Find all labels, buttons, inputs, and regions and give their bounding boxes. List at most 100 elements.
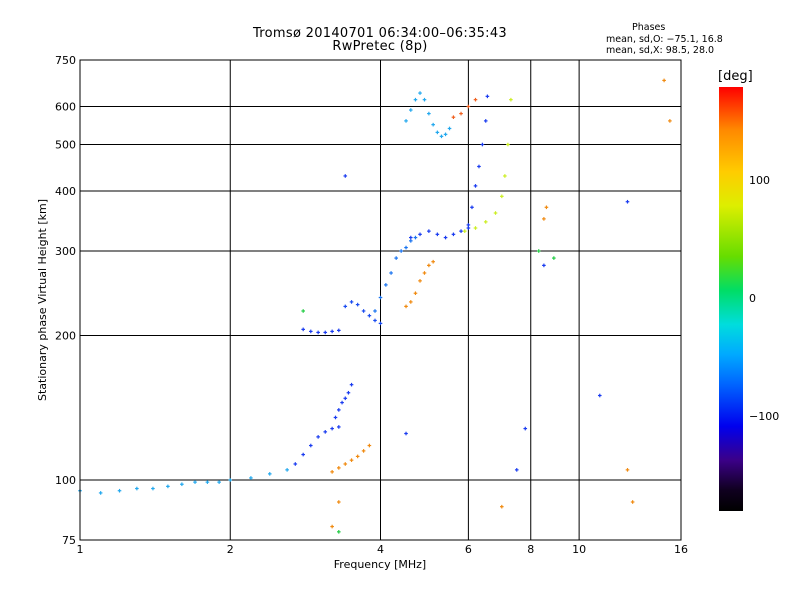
data-point: [542, 263, 546, 268]
data-point: [536, 249, 541, 253]
data-point: [323, 430, 328, 434]
data-point: [470, 205, 474, 210]
data-point: [544, 205, 549, 210]
data-point: [367, 443, 372, 448]
data-point: [98, 491, 103, 495]
data-point: [431, 259, 435, 264]
data-point: [323, 330, 328, 335]
data-point: [205, 480, 210, 484]
data-point: [427, 263, 431, 268]
y-tick-label: 75: [62, 534, 76, 547]
title-line-2: RwPretec (8p): [332, 39, 428, 54]
data-point: [466, 223, 471, 227]
y-tick-label: 200: [55, 330, 76, 343]
data-point: [506, 142, 510, 147]
data-point: [340, 400, 344, 405]
data-point: [337, 500, 341, 504]
data-point: [166, 484, 170, 489]
data-point: [361, 309, 366, 313]
data-point: [355, 454, 360, 459]
data-point: [367, 313, 372, 318]
phase-stats-o: mean, sd,O: −75.1, 16.8: [606, 34, 723, 45]
data-point: [301, 452, 305, 457]
data-point: [373, 309, 377, 313]
data-point: [293, 462, 298, 466]
data-point: [447, 126, 452, 131]
y-tick-label: 100: [55, 474, 76, 487]
x-axis-label: Frequency [MHz]: [334, 558, 426, 571]
data-point: [459, 111, 463, 116]
data-point: [523, 426, 528, 431]
data-point: [552, 256, 556, 260]
data-point: [330, 470, 334, 474]
data-point: [384, 283, 388, 287]
data-point: [542, 217, 546, 221]
data-point: [343, 174, 348, 178]
data-point: [431, 122, 435, 127]
data-point: [399, 249, 403, 253]
data-point: [459, 229, 463, 233]
data-point: [404, 431, 408, 436]
data-point: [477, 164, 481, 169]
data-point: [267, 472, 272, 476]
data-point: [349, 458, 354, 462]
data-point: [480, 142, 485, 147]
data-point: [408, 108, 413, 112]
data-point: [330, 329, 334, 334]
x-tick-label: 2: [227, 543, 234, 556]
y-tick-label: 500: [55, 139, 76, 152]
colorbar: [719, 87, 743, 511]
data-point: [466, 104, 471, 109]
data-point: [285, 468, 289, 472]
data-point: [355, 302, 360, 307]
y-tick-label: 750: [55, 54, 76, 67]
data-point: [408, 300, 413, 304]
data-point: [435, 130, 440, 135]
y-tick-label: 400: [55, 185, 76, 198]
data-point: [343, 462, 348, 466]
data-point: [418, 232, 422, 237]
data-point: [625, 199, 630, 204]
data-point: [343, 396, 348, 401]
data-point: [500, 194, 504, 199]
x-tick-label: 16: [674, 543, 688, 556]
data-point: [451, 115, 456, 120]
data-point: [427, 111, 431, 116]
data-point: [413, 235, 418, 240]
data-point: [337, 466, 341, 470]
data-point: [333, 415, 338, 420]
colorbar-unit: [deg]: [718, 69, 753, 84]
data-point: [630, 500, 635, 504]
x-tick-label: 10: [572, 543, 586, 556]
y-tick-label: 300: [55, 245, 76, 258]
data-point: [422, 271, 427, 275]
data-point: [337, 425, 341, 429]
data-point: [473, 226, 478, 230]
data-point: [361, 449, 366, 453]
data-point: [308, 443, 313, 448]
colorbar-tick-label: −100: [749, 409, 780, 423]
data-point: [418, 279, 422, 283]
data-point: [378, 295, 383, 300]
colorbar-tick-label: 100: [749, 174, 770, 188]
x-tick-label: 1: [77, 543, 84, 556]
data-point: [509, 97, 513, 102]
data-point: [330, 426, 334, 431]
data-point: [473, 184, 478, 188]
data-point: [485, 94, 490, 99]
data-point: [500, 504, 504, 509]
data-point: [408, 235, 413, 240]
data-point: [473, 97, 478, 102]
data-point: [301, 309, 305, 313]
x-tick-label: 6: [465, 543, 472, 556]
plot-frame: [79, 59, 682, 541]
data-point: [316, 330, 320, 335]
data-point: [443, 235, 448, 240]
data-point: [349, 300, 354, 304]
y-axis-ticks: 75 100 200 300 400 500 600 750: [55, 54, 76, 547]
data-point: [435, 232, 440, 237]
colorbar-tick-label: 0: [749, 292, 756, 305]
data-point: [404, 119, 408, 123]
data-point: [668, 119, 672, 123]
